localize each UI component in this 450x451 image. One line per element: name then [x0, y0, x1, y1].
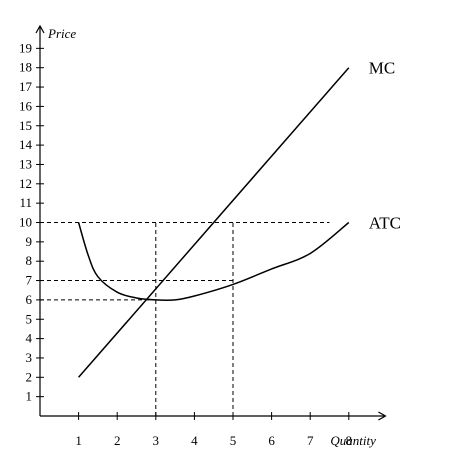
y-tick-label: 19: [19, 40, 32, 55]
x-tick-label: 6: [268, 433, 275, 448]
series: MC ATC: [77, 59, 401, 378]
x-tick-label: 2: [114, 433, 121, 448]
y-tick-label: 12: [19, 176, 32, 191]
y-tick-label: 15: [19, 118, 32, 133]
y-tick-label: 1: [26, 389, 33, 404]
y-tick-label: 3: [26, 350, 33, 365]
x-tick-label: 5: [230, 433, 237, 448]
y-tick-label: 10: [19, 215, 32, 230]
x-tick-label: 3: [153, 433, 160, 448]
reference-lines: [40, 222, 330, 416]
y-tick-label: 16: [19, 98, 33, 113]
y-tick-label: 7: [26, 273, 33, 288]
axes: [35, 24, 387, 421]
y-tick-label: 2: [26, 369, 33, 384]
x-tick-label: 4: [191, 433, 198, 448]
y-tick-label: 13: [19, 156, 32, 171]
x-tick-label: 7: [307, 433, 314, 448]
mc-label: MC: [369, 59, 395, 78]
x-ticks: 1 2 3 4 5 6 7 8: [75, 412, 352, 448]
y-tick-label: 9: [26, 234, 33, 249]
x-tick-label: 1: [75, 433, 82, 448]
y-tick-label: 18: [19, 60, 32, 75]
x-axis-title: Quantity: [330, 433, 376, 448]
atc-curve: [77, 221, 350, 302]
y-tick-label: 8: [26, 253, 33, 268]
y-tick-label: 14: [19, 137, 33, 152]
atc-label: ATC: [369, 214, 401, 233]
y-axis-arrow: [35, 24, 45, 34]
y-tick-label: 4: [26, 331, 33, 346]
x-axis-arrow: [378, 411, 387, 421]
mc-curve: [78, 67, 350, 378]
y-axis-title: Price: [47, 26, 76, 41]
x-tick-label: 8: [346, 433, 353, 448]
y-tick-label: 17: [19, 79, 33, 94]
y-tick-label: 5: [26, 311, 33, 326]
y-tick-label: 6: [26, 292, 33, 307]
y-tick-label: 11: [19, 195, 32, 210]
